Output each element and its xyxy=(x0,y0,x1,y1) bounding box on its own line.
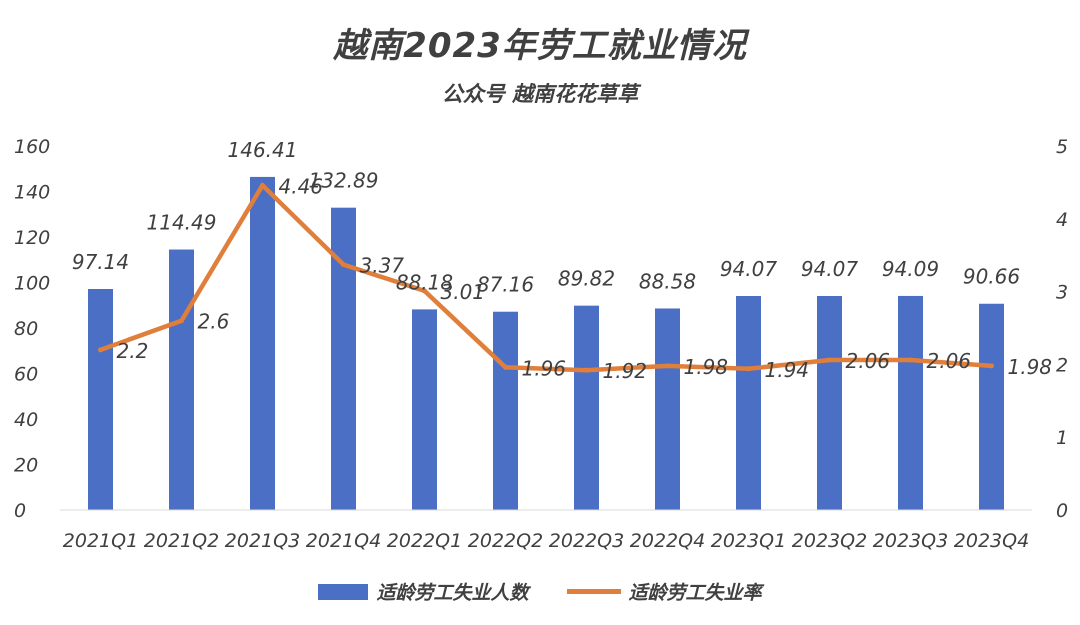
bar-data-label: 87.16 xyxy=(477,273,534,297)
bar-data-label: 146.41 xyxy=(228,138,298,162)
bar-data-label: 94.07 xyxy=(720,257,778,281)
line-data-label: 2.6 xyxy=(198,310,230,334)
line-data-label: 2.06 xyxy=(846,349,891,373)
bar-series xyxy=(88,176,1004,511)
bar xyxy=(655,308,680,510)
line-point xyxy=(746,366,751,372)
line-point xyxy=(503,364,508,370)
x-axis-tick-label: 2023Q2 xyxy=(792,530,867,552)
x-axis-tick-label: 2021Q4 xyxy=(306,530,381,552)
line-data-label: 2.06 xyxy=(927,349,972,373)
left-y-axis: 0 20 40 60 80 100 120 140 160 xyxy=(14,136,50,522)
left-axis-tick-label: 80 xyxy=(14,318,38,340)
bar xyxy=(412,309,437,510)
line-data-label: 1.96 xyxy=(522,356,567,380)
chart-title: 越南2023年劳工就业情况 xyxy=(333,26,747,66)
x-axis-tick-label: 2023Q1 xyxy=(711,530,786,552)
x-axis-tick-label: 2023Q3 xyxy=(873,530,948,552)
bar-data-labels: 97.14 114.49 146.41 132.89 88.18 87.16 89.82 88… xyxy=(72,138,1020,297)
legend-swatch-line xyxy=(566,589,621,594)
right-y-axis: 0 1 2 3 4 5 xyxy=(1056,136,1068,522)
line-data-label: 1.92 xyxy=(603,359,648,383)
bar-data-label: 94.07 xyxy=(801,257,859,281)
line-point xyxy=(260,182,265,188)
left-axis-tick-label: 100 xyxy=(14,273,50,295)
x-axis-tick-label: 2022Q3 xyxy=(549,530,624,552)
x-axis-tick-label: 2022Q2 xyxy=(468,530,543,552)
right-axis-tick-label: 4 xyxy=(1056,209,1068,231)
bar xyxy=(493,311,518,510)
line-data-labels: 2.2 2.6 4.46 3.37 3.01 1.96 1.92 1.98 1.94 2.06 2.… xyxy=(117,174,1053,383)
bar-data-label: 88.18 xyxy=(396,270,453,294)
line-data-label: 2.2 xyxy=(117,339,149,363)
x-axis-tick-label: 2021Q1 xyxy=(63,530,138,552)
left-axis-tick-label: 0 xyxy=(14,500,26,522)
bar-data-label: 90.66 xyxy=(963,265,1020,289)
bar-data-label: 89.82 xyxy=(558,267,615,291)
left-axis-tick-label: 160 xyxy=(14,136,50,158)
line-point xyxy=(341,262,346,268)
left-axis-tick-label: 40 xyxy=(14,409,38,431)
legend-item-line[interactable]: 适龄劳工失业率 xyxy=(566,578,762,605)
bar xyxy=(979,303,1004,510)
bar xyxy=(169,249,194,510)
chart-subtitle: 公众号 越南花花草草 xyxy=(441,82,639,106)
bar xyxy=(817,295,842,510)
right-axis-tick-label: 0 xyxy=(1056,500,1068,522)
line-data-label: 3.01 xyxy=(441,280,486,304)
line-data-label: 1.98 xyxy=(684,355,729,379)
line-point xyxy=(584,367,589,373)
line-point xyxy=(989,363,994,369)
left-axis-tick-label: 20 xyxy=(14,455,38,477)
line-point xyxy=(665,363,670,369)
legend-label-line: 适龄劳工失业率 xyxy=(628,582,762,604)
legend: 适龄劳工失业人数 适龄劳工失业率 xyxy=(0,578,1080,605)
left-axis-tick-label: 120 xyxy=(14,227,50,249)
line-series-path xyxy=(98,183,994,373)
x-axis-tick-label: 2023Q4 xyxy=(954,530,1029,552)
legend-swatch-bar xyxy=(318,583,369,600)
right-axis-tick-label: 1 xyxy=(1056,427,1068,449)
line-point xyxy=(827,357,832,363)
bar xyxy=(574,305,599,510)
legend-label-bar: 适龄劳工失业人数 xyxy=(376,582,529,604)
right-axis-tick-label: 2 xyxy=(1056,354,1068,376)
legend-item-bar[interactable]: 适龄劳工失业人数 xyxy=(318,578,529,605)
line-data-label: 3.37 xyxy=(360,254,405,278)
line-point xyxy=(908,357,913,363)
line-data-label: 4.46 xyxy=(279,174,324,198)
bar-data-label: 114.49 xyxy=(147,211,217,235)
bar-data-label: 88.58 xyxy=(639,269,696,293)
line-series xyxy=(98,182,994,373)
left-axis-tick-label: 140 xyxy=(14,182,50,204)
x-axis-tick-label: 2021Q3 xyxy=(225,530,300,552)
line-point xyxy=(422,288,427,294)
x-axis-tick-label: 2021Q2 xyxy=(144,530,219,552)
bar-data-label: 97.14 xyxy=(72,250,129,274)
bar-data-label: 94.09 xyxy=(882,257,939,281)
line-point xyxy=(98,347,103,353)
right-axis-tick-label: 5 xyxy=(1056,136,1068,158)
bar-data-label: 132.89 xyxy=(309,169,379,193)
line-data-label: 1.94 xyxy=(765,358,810,382)
bar xyxy=(736,295,761,510)
left-axis-tick-label: 60 xyxy=(14,364,38,386)
line-point xyxy=(179,318,184,324)
bar xyxy=(250,176,275,511)
bar xyxy=(88,289,113,510)
x-axis-tick-label: 2022Q4 xyxy=(630,530,705,552)
bar xyxy=(898,295,923,510)
line-data-label: 1.98 xyxy=(1008,355,1053,379)
x-axis: 2021Q1 2021Q2 2021Q3 2021Q4 2022Q1 2022Q2 2022… xyxy=(60,509,1032,552)
x-axis-tick-label: 2022Q1 xyxy=(387,530,462,552)
right-axis-tick-label: 3 xyxy=(1056,282,1068,304)
